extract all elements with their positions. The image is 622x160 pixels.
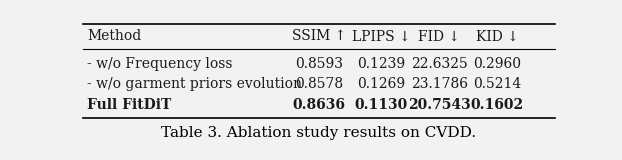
- Text: 20.7543: 20.7543: [408, 98, 471, 112]
- Text: KID ↓: KID ↓: [476, 29, 519, 44]
- Text: - w/o garment priors evolution: - w/o garment priors evolution: [87, 77, 302, 92]
- Text: LPIPS ↓: LPIPS ↓: [352, 29, 411, 44]
- Text: 0.2960: 0.2960: [473, 56, 521, 71]
- Text: 0.1269: 0.1269: [358, 77, 406, 92]
- Text: FID ↓: FID ↓: [418, 29, 460, 44]
- Text: 23.1786: 23.1786: [411, 77, 468, 92]
- Text: 0.5214: 0.5214: [473, 77, 521, 92]
- Text: 22.6325: 22.6325: [411, 56, 468, 71]
- Text: Method: Method: [87, 29, 142, 44]
- Text: 0.8593: 0.8593: [295, 56, 343, 71]
- Text: 0.1602: 0.1602: [471, 98, 524, 112]
- Text: SSIM ↑: SSIM ↑: [292, 29, 346, 44]
- Text: 0.8636: 0.8636: [292, 98, 345, 112]
- Text: 0.8578: 0.8578: [295, 77, 343, 92]
- Text: 0.1239: 0.1239: [358, 56, 406, 71]
- Text: 0.1130: 0.1130: [355, 98, 408, 112]
- Text: Table 3. Ablation study results on CVDD.: Table 3. Ablation study results on CVDD.: [161, 126, 476, 140]
- Text: - w/o Frequency loss: - w/o Frequency loss: [87, 56, 233, 71]
- Text: Full FitDiT: Full FitDiT: [87, 98, 172, 112]
